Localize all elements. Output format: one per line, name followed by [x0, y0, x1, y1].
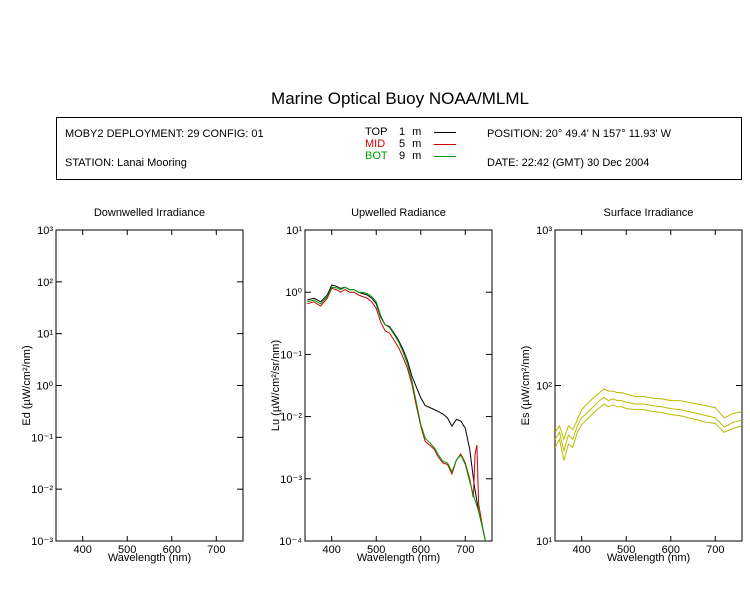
- legend-item-bot: BOT 9 m: [365, 150, 456, 162]
- chart-title: Upwelled Radiance: [351, 207, 446, 219]
- x-tick-label: 400: [323, 544, 341, 556]
- x-tick-label: 400: [74, 544, 92, 556]
- chart-panel-1: Downwelled Irradiance 400 500 600 700 Wavelen…: [21, 207, 244, 564]
- y-tick-label: 10⁻²: [280, 412, 302, 424]
- legend-label: BOT: [365, 150, 388, 162]
- x-tick-label: 500: [367, 544, 385, 556]
- y-tick-label: 10⁻³: [31, 536, 53, 548]
- y-tick-label: 10¹: [286, 225, 302, 237]
- y-tick-label: 10⁻³: [280, 474, 302, 486]
- date-text: DATE: 22:42 (GMT) 30 Dec 2004: [487, 157, 650, 169]
- y-tick-label: 10¹: [37, 329, 53, 341]
- y-axis-label: Lu (µW/cm²/sr/nm): [270, 340, 282, 431]
- station-text: STATION: Lanai Mooring: [65, 157, 187, 169]
- x-tick-label: 500: [118, 544, 136, 556]
- legend-swatch: [434, 144, 456, 145]
- legend-unit: m: [412, 126, 422, 138]
- legend-depth: 1: [399, 126, 406, 138]
- plot-frame: [554, 229, 743, 542]
- legend-depth: 9: [399, 150, 406, 162]
- legend-depth: 5: [399, 138, 406, 150]
- x-axis-label: Wavelength (nm): [357, 552, 440, 564]
- y-tick-label: 10⁻¹: [31, 432, 53, 444]
- y-tick-label: 10⁰: [285, 287, 302, 299]
- series-line-mid: [307, 287, 486, 541]
- x-tick-label: 700: [706, 544, 724, 556]
- y-tick-label: 10⁻⁴: [279, 536, 302, 548]
- y-tick-label: 10¹: [536, 536, 552, 548]
- legend-label: MID: [365, 138, 386, 150]
- x-tick-label: 500: [617, 544, 635, 556]
- y-tick-label: 10⁻¹: [280, 349, 302, 361]
- series-line-bot: [307, 286, 486, 541]
- y-tick-label: 10³: [37, 225, 53, 237]
- x-tick-label: 600: [662, 544, 680, 556]
- plot-frame: [55, 229, 244, 542]
- y-tick-label: 10⁰: [36, 381, 53, 393]
- y-tick-label: 10⁻²: [31, 484, 53, 496]
- x-tick-label: 600: [163, 544, 181, 556]
- legend-swatch: [434, 156, 456, 157]
- chart-title: Surface Irradiance: [604, 207, 694, 219]
- legend-label: TOP: [365, 126, 388, 138]
- plot-frame: [304, 229, 493, 542]
- series-line-top: [307, 284, 486, 541]
- x-tick-label: 700: [207, 544, 225, 556]
- chart-title: Downwelled Irradiance: [94, 207, 205, 219]
- x-tick-label: 700: [456, 544, 474, 556]
- series-line-1: [555, 388, 742, 441]
- legend-unit: m: [412, 138, 422, 150]
- x-axis-label: Wavelength (nm): [607, 552, 690, 564]
- y-tick-label: 10²: [37, 277, 53, 289]
- y-axis-label: Es (µW/cm²/nm): [520, 346, 532, 426]
- legend-unit: m: [412, 150, 422, 162]
- y-axis-label: Ed (µW/cm²/nm): [21, 345, 33, 425]
- x-tick-label: 600: [412, 544, 430, 556]
- y-tick-label: 10³: [536, 225, 552, 237]
- chart-panel-2: Upwelled Radiance 400 500 600 700 Wavelength …: [270, 207, 493, 564]
- x-tick-label: 400: [573, 544, 591, 556]
- legend-item-mid: MID 5 m: [365, 138, 456, 150]
- legend-swatch: [434, 132, 456, 133]
- series-line-3: [555, 403, 742, 461]
- info-box: MOBY2 DEPLOYMENT: 29 CONFIG: 01 STATION:…: [56, 117, 742, 180]
- y-tick-label: 10²: [536, 381, 552, 393]
- legend-item-top: TOP 1 m: [365, 126, 456, 138]
- x-axis-label: Wavelength (nm): [108, 552, 191, 564]
- chart-panel-3: Surface Irradiance 400 500 600 700 Wavelength…: [520, 207, 743, 564]
- position-text: POSITION: 20° 49.4' N 157° 11.93' W: [487, 128, 671, 140]
- page-title: Marine Optical Buoy NOAA/MLML: [271, 89, 529, 108]
- series-line-2: [555, 396, 742, 453]
- deployment-text: MOBY2 DEPLOYMENT: 29 CONFIG: 01: [65, 128, 264, 140]
